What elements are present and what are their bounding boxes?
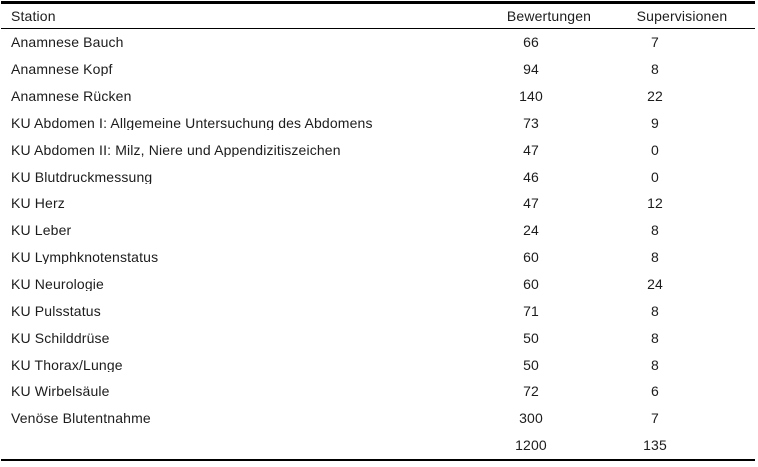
table-row: KU Leber 24 8 bbox=[1, 217, 755, 244]
station-cell: KU Neurologie bbox=[11, 276, 104, 291]
table-row: KU Pulsstatus 71 8 bbox=[1, 297, 755, 324]
column-header-bewertungen: Bewertungen bbox=[506, 7, 592, 24]
table-row: KU Abdomen I: Allgemeine Untersuchung de… bbox=[1, 109, 755, 136]
supervisionen-cell: 9 bbox=[651, 114, 659, 131]
table-bottom-rule bbox=[1, 458, 755, 462]
bewertungen-cell: 46 bbox=[523, 168, 539, 185]
bewertungen-cell: 24 bbox=[523, 222, 539, 239]
supervisionen-cell: 8 bbox=[651, 302, 659, 319]
table-row: Anamnese Bauch 66 7 bbox=[1, 29, 755, 56]
table-row: Anamnese Rücken 140 22 bbox=[1, 83, 755, 110]
table-header-row: Station Bewertungen Supervisionen bbox=[1, 4, 755, 28]
supervisionen-cell: 7 bbox=[651, 34, 659, 51]
station-cell: KU Leber bbox=[11, 223, 72, 238]
bewertungen-cell: 300 bbox=[519, 410, 543, 427]
table-row: Anamnese Kopf 94 8 bbox=[1, 56, 755, 83]
header-separator-rule bbox=[1, 27, 755, 29]
table-row: KU Neurologie 60 24 bbox=[1, 271, 755, 298]
station-cell: Anamnese Rücken bbox=[11, 88, 132, 103]
station-cell: KU Blutdruckmessung bbox=[11, 169, 153, 184]
supervisionen-cell: 8 bbox=[651, 329, 659, 346]
supervisionen-cell: 6 bbox=[651, 383, 659, 400]
table-row: Venöse Blutentnahme 300 7 bbox=[1, 405, 755, 432]
supervisionen-cell: 8 bbox=[651, 222, 659, 239]
bewertungen-cell: 71 bbox=[523, 302, 539, 319]
table-top-rule bbox=[1, 1, 755, 4]
bewertungen-cell: 50 bbox=[523, 356, 539, 373]
station-cell: KU Herz bbox=[11, 196, 65, 211]
table-row: KU Schilddrüse 50 8 bbox=[1, 324, 755, 351]
table-row: KU Herz 47 12 bbox=[1, 190, 755, 217]
table-row: KU Abdomen II: Milz, Niere und Appendizi… bbox=[1, 136, 755, 163]
bewertungen-cell: 60 bbox=[523, 275, 539, 292]
bewertungen-cell: 73 bbox=[523, 114, 539, 131]
station-cell: KU Schilddrüse bbox=[11, 330, 110, 345]
supervisionen-cell: 0 bbox=[651, 141, 659, 158]
supervisionen-total-cell: 135 bbox=[643, 437, 667, 454]
table-total-row: 1200 135 bbox=[1, 432, 755, 459]
bewertungen-cell: 72 bbox=[523, 383, 539, 400]
station-cell: KU Lymphknotenstatus bbox=[11, 250, 159, 265]
supervisionen-cell: 12 bbox=[647, 195, 663, 212]
table-row: KU Wirbelsäule 72 6 bbox=[1, 378, 755, 405]
table-row: KU Blutdruckmessung 46 0 bbox=[1, 163, 755, 190]
bewertungen-cell: 94 bbox=[523, 61, 539, 78]
bewertungen-cell: 47 bbox=[523, 195, 539, 212]
supervisionen-cell: 22 bbox=[647, 87, 663, 104]
bewertungen-cell: 140 bbox=[519, 87, 543, 104]
station-cell: KU Thorax/Lunge bbox=[11, 357, 123, 372]
bewertungen-cell: 50 bbox=[523, 329, 539, 346]
station-cell: KU Wirbelsäule bbox=[11, 384, 110, 399]
bewertungen-cell: 66 bbox=[523, 34, 539, 51]
station-cell: KU Pulsstatus bbox=[11, 303, 101, 318]
table-row: KU Lymphknotenstatus 60 8 bbox=[1, 244, 755, 271]
supervisionen-cell: 0 bbox=[651, 168, 659, 185]
supervisionen-cell: 7 bbox=[651, 410, 659, 427]
bewertungen-total-cell: 1200 bbox=[515, 437, 547, 454]
bewertungen-cell: 60 bbox=[523, 249, 539, 266]
station-cell: Anamnese Bauch bbox=[11, 35, 124, 50]
table-row: KU Thorax/Lunge 50 8 bbox=[1, 351, 755, 378]
supervisionen-cell: 8 bbox=[651, 356, 659, 373]
station-cell: Venöse Blutentnahme bbox=[11, 411, 151, 426]
supervisionen-cell: 8 bbox=[651, 249, 659, 266]
column-header-supervisionen: Supervisionen bbox=[636, 7, 728, 24]
column-header-station: Station bbox=[11, 8, 56, 23]
station-cell: KU Abdomen I: Allgemeine Untersuchung de… bbox=[11, 115, 373, 130]
station-cell: KU Abdomen II: Milz, Niere und Appendizi… bbox=[11, 142, 341, 157]
bewertungen-cell: 47 bbox=[523, 141, 539, 158]
supervisionen-cell: 24 bbox=[647, 275, 663, 292]
supervisionen-cell: 8 bbox=[651, 61, 659, 78]
station-cell: Anamnese Kopf bbox=[11, 62, 113, 77]
